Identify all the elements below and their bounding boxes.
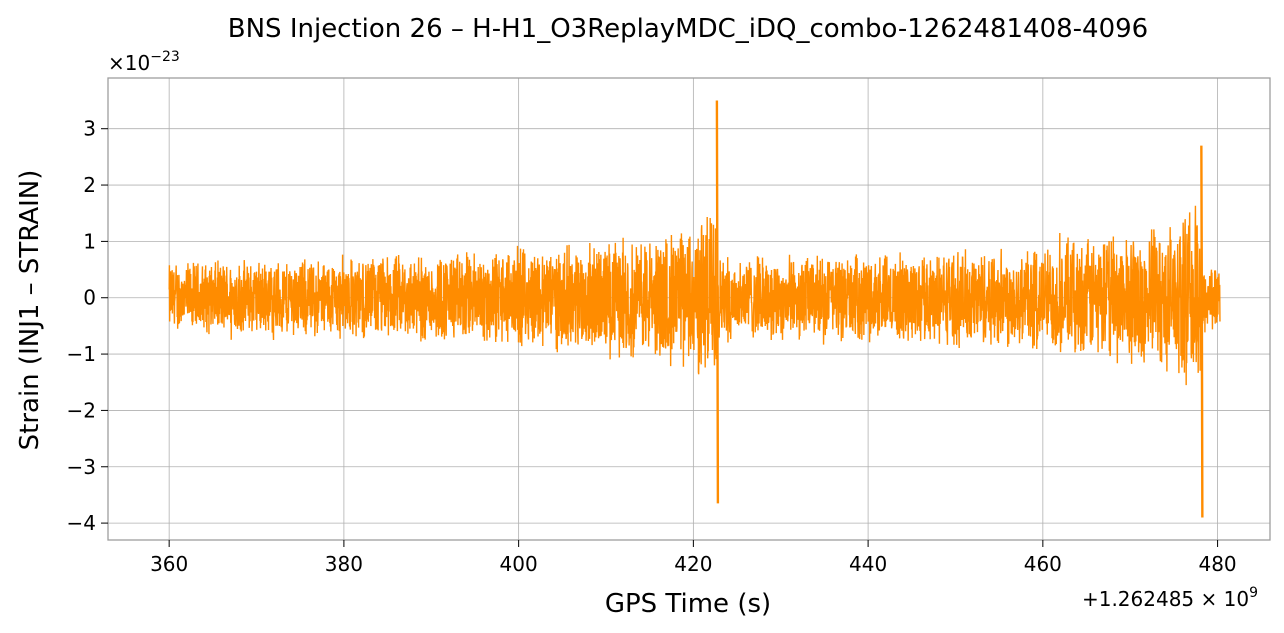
series-line: [168, 205, 1221, 386]
y-axis: −4 −3 −2 −1 0 1 2 3: [67, 117, 108, 535]
y-tick-label: 2: [83, 173, 96, 197]
x-tick-label: 460: [1024, 552, 1062, 576]
x-tick-label: 380: [325, 552, 363, 576]
y-multiplier-label: ×10−23: [108, 49, 180, 75]
y-tick-label: −3: [67, 455, 96, 479]
x-axis: 360 380 400 420 440 460 480: [150, 540, 1237, 576]
x-tick-label: 420: [674, 552, 712, 576]
y-axis-label: Strain (INJ1 – STRAIN): [15, 170, 45, 451]
plot-frame: [107, 77, 1271, 541]
y-tick-label: −4: [67, 511, 96, 535]
series-layer: [168, 100, 1221, 518]
x-tick-label: 480: [1198, 552, 1236, 576]
y-tick-label: 3: [83, 117, 96, 141]
series-spike: [1200, 145, 1204, 518]
x-tick-label: 360: [150, 552, 188, 576]
x-tick-label: 400: [500, 552, 538, 576]
chart-title: BNS Injection 26 – H-H1_O3ReplayMDC_iDQ_…: [228, 14, 1148, 44]
y-tick-label: 1: [83, 229, 96, 253]
x-offset-label: +1.262485 × 109: [1082, 585, 1258, 611]
y-tick-label: 0: [83, 286, 96, 310]
y-tick-label: −1: [67, 342, 96, 366]
x-axis-label: GPS Time (s): [605, 589, 771, 619]
x-tick-label: 440: [849, 552, 887, 576]
y-tick-label: −2: [67, 398, 96, 422]
series-spike: [715, 100, 720, 504]
